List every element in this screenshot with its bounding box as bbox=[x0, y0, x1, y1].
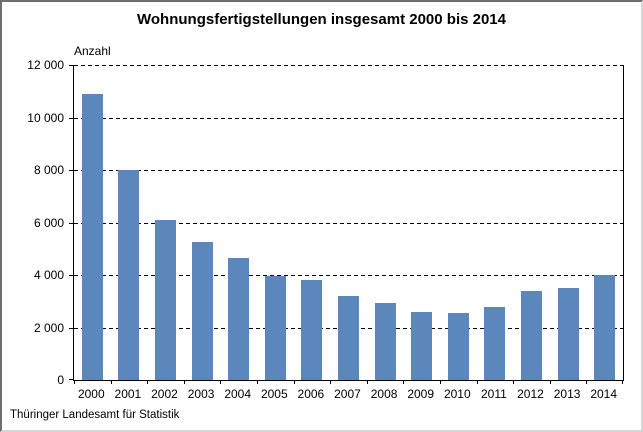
chart-title: Wohnungsfertigstellungen insgesamt 2000 … bbox=[137, 11, 506, 28]
y-axis: 12 000 10 000 8 000 6 000 4 000 2 000 0 bbox=[2, 58, 68, 387]
x-tick-mark bbox=[622, 380, 623, 384]
x-tick-label: 2001 bbox=[114, 387, 142, 401]
x-tick-label: 2011 bbox=[480, 387, 507, 401]
y-tick-mark bbox=[69, 327, 73, 329]
bar-2005 bbox=[264, 276, 286, 380]
x-tick-mark bbox=[366, 380, 368, 384]
x-tick-label: 2006 bbox=[297, 387, 325, 401]
x-tick-label: 2005 bbox=[260, 387, 288, 401]
x-tick-mark bbox=[586, 380, 588, 384]
bar-2014 bbox=[594, 275, 616, 380]
gridline bbox=[74, 170, 623, 171]
bar-2012 bbox=[521, 290, 542, 380]
x-tick-mark bbox=[293, 380, 295, 384]
bar-2008 bbox=[374, 302, 396, 380]
x-tick-label: 2008 bbox=[370, 387, 398, 401]
x-tick-label: 2004 bbox=[224, 387, 252, 401]
gridline bbox=[74, 65, 623, 66]
bar-2002 bbox=[155, 219, 176, 380]
bar-2000 bbox=[81, 93, 103, 380]
bar-2010 bbox=[447, 313, 469, 380]
bar-2003 bbox=[191, 242, 213, 380]
x-tick-label: 2012 bbox=[517, 387, 544, 401]
x-tick-mark bbox=[183, 380, 185, 384]
x-tick-label: 2009 bbox=[407, 387, 435, 401]
y-tick-mark bbox=[69, 379, 73, 380]
bar-2011 bbox=[484, 306, 506, 380]
x-tick-mark bbox=[513, 380, 515, 384]
bar-2009 bbox=[411, 311, 433, 380]
x-tick-label: 2003 bbox=[187, 387, 215, 401]
x-tick-mark bbox=[549, 380, 551, 384]
bar-2007 bbox=[338, 296, 359, 380]
bar-2001 bbox=[118, 170, 140, 380]
y-tick-label: 2 000 bbox=[33, 320, 64, 335]
x-tick-mark bbox=[110, 380, 112, 384]
x-tick-mark bbox=[476, 380, 478, 384]
x-tick-mark bbox=[74, 380, 75, 384]
x-tick-label: 2010 bbox=[443, 387, 471, 401]
y-tick-label: 4 000 bbox=[33, 268, 64, 282]
x-tick-mark bbox=[147, 380, 149, 384]
gridline bbox=[74, 222, 623, 224]
bar-2004 bbox=[228, 257, 250, 380]
x-tick-mark bbox=[440, 380, 441, 384]
y-tick-label: 8 000 bbox=[33, 163, 64, 177]
y-tick-label: 10 000 bbox=[27, 110, 64, 125]
y-tick-mark bbox=[69, 117, 73, 119]
x-tick-mark bbox=[220, 380, 222, 384]
x-tick-label: 2007 bbox=[334, 387, 361, 401]
x-tick-label: 2002 bbox=[151, 387, 178, 401]
x-tick-mark bbox=[403, 380, 405, 384]
x-tick-mark bbox=[330, 380, 332, 384]
x-axis: 2000 2001 2002 2003 2004 2005 2006 2007 2008 2009… bbox=[73, 387, 622, 403]
gridline bbox=[74, 275, 623, 276]
y-tick-label: 6 000 bbox=[33, 215, 64, 230]
y-tick-mark bbox=[69, 65, 73, 66]
y-tick-mark bbox=[69, 222, 73, 224]
gridline bbox=[74, 117, 623, 119]
x-tick-mark bbox=[257, 380, 258, 384]
y-tick-label: 0 bbox=[57, 373, 64, 387]
x-tick-label: 2013 bbox=[553, 387, 581, 401]
plot-area bbox=[69, 65, 624, 384]
bar-2006 bbox=[301, 280, 323, 380]
y-tick-mark bbox=[69, 170, 73, 171]
y-axis-unit-label: Anzahl bbox=[74, 44, 111, 58]
x-tick-label: 2000 bbox=[77, 387, 105, 401]
x-tick-label: 2014 bbox=[590, 387, 618, 401]
y-tick-mark bbox=[69, 275, 73, 276]
bar-2013 bbox=[557, 288, 579, 380]
y-tick-label: 12 000 bbox=[27, 58, 64, 72]
source-label: Thüringer Landesamt für Statistik bbox=[10, 409, 180, 421]
